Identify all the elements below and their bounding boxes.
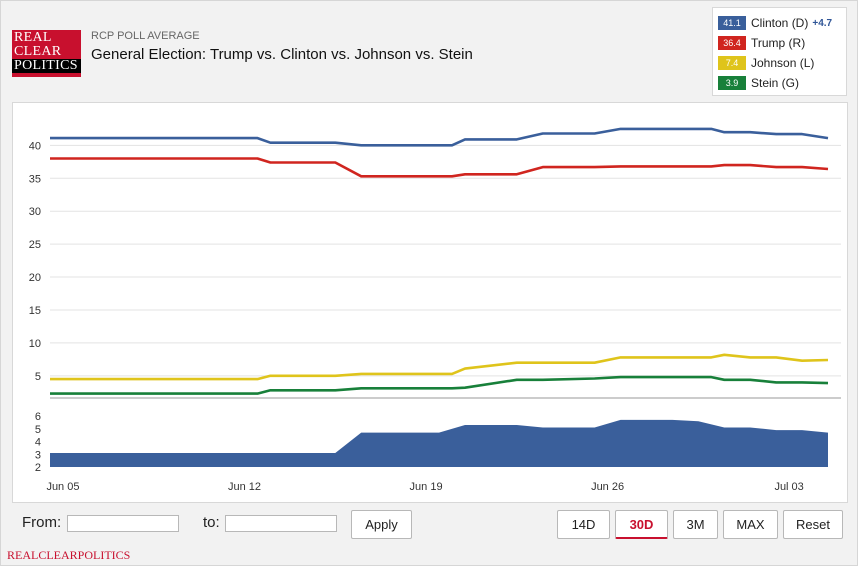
rcp-logo[interactable]: REAL CLEAR POLITICS [12,30,81,77]
x-tick-label: Jun 12 [228,481,261,493]
x-tick-label: Jul 03 [774,481,803,493]
x-tick-label: Jun 26 [591,481,624,493]
y-tick-label: 4 [35,437,41,449]
range-3m-button[interactable]: 3M [673,510,718,539]
from-label: From: [22,514,62,531]
plot-area: 5 10 15 20 25 30 35 40 2 3 4 5 6 Jun 05 Jun 12 Jun 19 Ju… [12,102,848,503]
legend-label: Trump (R) [751,36,806,50]
legend-value: 41.1 [718,16,746,30]
legend-value: 3.9 [718,76,746,90]
y-tick-label: 25 [29,239,41,251]
series-line-johnson [50,353,829,381]
apply-button[interactable]: Apply [351,510,412,539]
logo-line-3: POLITICS [12,59,81,73]
series-line-clinton [50,127,829,147]
series-line-stein [50,375,829,395]
legend-label: Johnson (L) [751,56,815,70]
reset-button[interactable]: Reset [783,510,843,539]
from-date-input[interactable] [67,515,179,532]
y-tick-label: 5 [35,371,41,383]
footer-brand: REALCLEARPOLITICS [7,548,131,562]
chart-kicker: RCP POLL AVERAGE [91,30,200,42]
legend-value: 7.4 [718,56,746,70]
to-label: to: [203,514,220,531]
y-tick-label: 20 [29,272,41,284]
legend-value: 36.4 [718,36,746,50]
logo-line-1: REAL [14,30,52,45]
chart-title: General Election: Trump vs. Clinton vs. … [91,46,473,63]
legend-item-clinton[interactable]: 41.1 Clinton (D) +4.7 [718,15,832,31]
spread-area [50,419,828,467]
range-30d-button[interactable]: 30D [615,510,668,539]
y-tick-label: 5 [35,424,41,436]
y-tick-label: 2 [35,462,41,474]
legend-label: Clinton (D) [751,16,809,30]
legend: 41.1 Clinton (D) +4.7 36.4 Trump (R) 7.4… [712,7,847,96]
x-tick-label: Jun 19 [410,481,443,493]
range-max-button[interactable]: MAX [723,510,778,539]
y-tick-label: 40 [29,140,41,152]
y-tick-label: 3 [35,449,41,461]
y-tick-label: 6 [35,411,41,423]
logo-line-2: CLEAR [14,44,62,59]
legend-spread: +4.7 [812,17,833,29]
to-date-input[interactable] [225,515,337,532]
y-tick-label: 15 [29,305,41,317]
legend-item-trump[interactable]: 36.4 Trump (R) [718,35,805,51]
x-tick-label: Jun 05 [46,481,79,493]
y-tick-label: 30 [29,206,41,218]
range-14d-button[interactable]: 14D [557,510,610,539]
series-line-trump [50,157,829,178]
legend-item-stein[interactable]: 3.9 Stein (G) [718,75,799,91]
legend-label: Stein (G) [751,76,800,90]
legend-item-johnson[interactable]: 7.4 Johnson (L) [718,55,814,71]
y-tick-label: 10 [29,338,41,350]
range-controls: From: to: Apply 14D 30D 3M MAX Reset [12,503,848,545]
y-tick-label: 35 [29,173,41,185]
